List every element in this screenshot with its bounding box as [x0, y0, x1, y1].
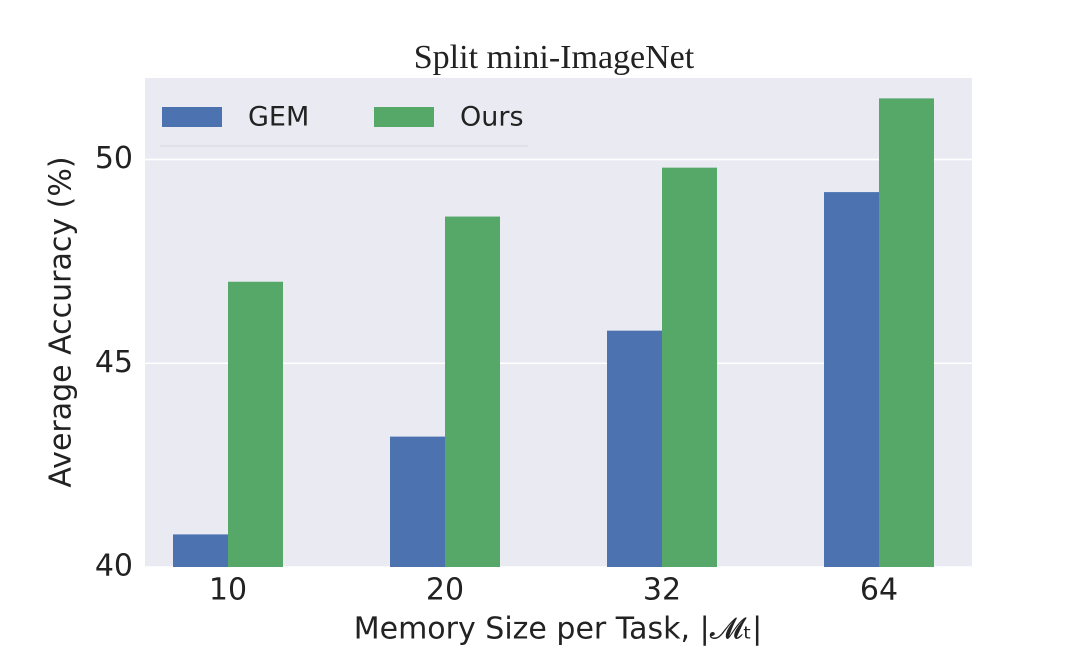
y-tick-label: 40 [95, 549, 133, 584]
bar [228, 281, 283, 567]
x-axis-label: Memory Size per Task, |𝓜ₜ| [354, 612, 763, 647]
bar [879, 98, 934, 567]
bar [662, 167, 717, 567]
y-axis-label: Average Accuracy (%) [44, 156, 79, 487]
bar [824, 192, 879, 567]
bar [445, 216, 500, 568]
bars [173, 98, 934, 568]
legend-label: GEM [248, 102, 309, 133]
x-tick-label: 20 [426, 573, 464, 608]
bar [173, 534, 228, 567]
x-tick-label: 64 [860, 573, 898, 608]
y-tick-label: 50 [95, 141, 133, 176]
y-tick-label: 45 [95, 345, 133, 380]
bar [390, 436, 445, 567]
x-tick-label: 32 [643, 573, 681, 608]
bar [607, 330, 662, 567]
legend-swatch [374, 107, 434, 127]
legend: GEM Ours [160, 102, 528, 147]
x-tick-label: 10 [209, 573, 247, 608]
legend-swatch [162, 107, 222, 127]
chart-title: Split mini-ImageNet [414, 39, 695, 76]
legend-label: Ours [460, 102, 524, 133]
